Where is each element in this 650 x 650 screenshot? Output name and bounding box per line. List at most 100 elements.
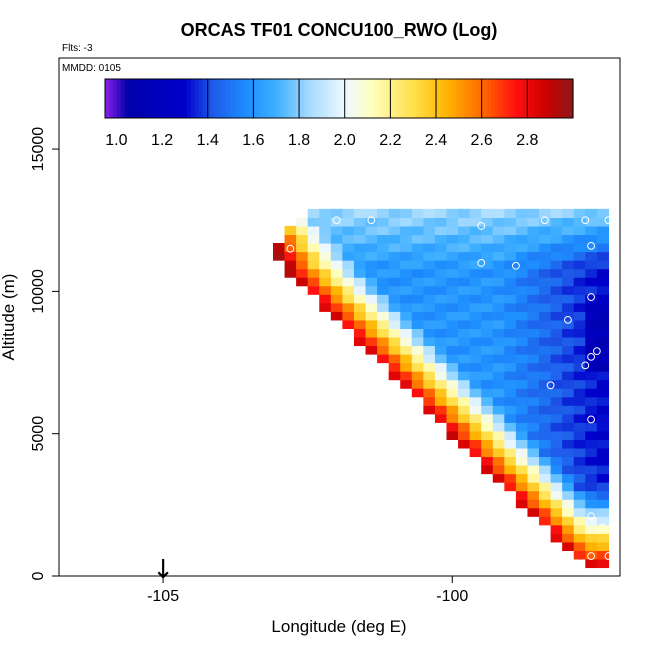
heat-cell xyxy=(585,225,598,236)
heat-cell xyxy=(550,430,563,440)
flight-point xyxy=(598,523,607,532)
heat-cell xyxy=(446,328,459,338)
colorbar-segment xyxy=(124,79,129,118)
heat-cell xyxy=(481,447,494,458)
heat-cell xyxy=(573,208,586,218)
heat-cell xyxy=(596,243,610,253)
heat-cell xyxy=(446,285,459,295)
flight-point xyxy=(587,512,595,521)
colorbar-segment xyxy=(339,79,344,118)
heat-cell xyxy=(377,311,390,321)
colorbar-tick-label: 2.2 xyxy=(379,132,401,149)
colorbar-segment xyxy=(502,79,508,118)
colorbar-segment xyxy=(120,79,126,118)
colorbar-segment xyxy=(541,79,547,118)
heat-cell xyxy=(446,396,459,406)
heat-cell xyxy=(562,456,575,466)
heat-cell xyxy=(400,354,413,364)
colorbar-segment xyxy=(105,79,110,118)
heat-cell xyxy=(539,422,552,432)
colorbar xyxy=(104,78,574,119)
heat-cell xyxy=(596,541,610,551)
heat-cell xyxy=(492,354,505,364)
heat-cell xyxy=(585,234,598,244)
heat-cell xyxy=(573,336,586,347)
heat-cell xyxy=(434,285,448,295)
heat-cell xyxy=(596,439,610,449)
heat-cell xyxy=(330,251,343,261)
heat-cell xyxy=(504,285,517,295)
heat-cell xyxy=(469,430,482,440)
heat-cell xyxy=(539,499,552,509)
heat-cell xyxy=(411,285,424,295)
colorbar-segment xyxy=(194,79,200,118)
heat-cell xyxy=(411,294,424,304)
heat-cell xyxy=(446,277,459,287)
heat-cell xyxy=(504,465,517,475)
heat-cell xyxy=(411,225,424,236)
heat-cell xyxy=(492,405,505,415)
heat-cell xyxy=(515,465,529,475)
colorbar-segment xyxy=(545,79,551,118)
heat-cell xyxy=(434,362,448,372)
heat-cell xyxy=(400,217,413,227)
heat-cell xyxy=(411,311,424,321)
heat-cell xyxy=(469,251,482,261)
colorbar-segment xyxy=(370,79,375,118)
heat-cell xyxy=(562,319,575,329)
heat-cell xyxy=(573,541,586,551)
heat-cell xyxy=(515,319,529,329)
colorbar-segment xyxy=(459,79,465,118)
heat-cell xyxy=(539,277,552,287)
heat-cell xyxy=(596,456,610,466)
heat-cell xyxy=(434,336,448,347)
heat-cell xyxy=(515,473,529,483)
heat-cell xyxy=(585,379,598,389)
heat-cell xyxy=(527,405,540,415)
heat-cell xyxy=(562,251,575,261)
colorbar-segment xyxy=(420,79,426,118)
heat-cell xyxy=(388,336,401,347)
heat-cell xyxy=(423,345,436,355)
heat-cell xyxy=(377,225,390,236)
heat-cell xyxy=(585,328,598,338)
heat-cell xyxy=(307,217,320,227)
heat-cell xyxy=(400,277,413,287)
heat-cell xyxy=(573,243,586,253)
heat-cell xyxy=(573,277,586,287)
heat-cell xyxy=(504,260,517,270)
colorbar-segment xyxy=(491,79,496,118)
heat-cell xyxy=(585,260,598,270)
heat-cell xyxy=(411,354,424,364)
heat-cell xyxy=(469,225,482,236)
colorbar-segment xyxy=(225,79,231,118)
heat-cell xyxy=(596,285,610,295)
heat-cell xyxy=(596,311,610,321)
heat-cell xyxy=(585,311,598,321)
heat-cell xyxy=(585,388,598,398)
heat-cell xyxy=(446,345,459,355)
heat-cell xyxy=(353,328,367,338)
heat-cell xyxy=(330,260,343,270)
heat-cell xyxy=(562,285,575,295)
heat-cell xyxy=(469,277,482,287)
heat-cell xyxy=(539,225,552,236)
heat-cell xyxy=(481,413,494,423)
heat-cell xyxy=(539,388,552,398)
heat-cell xyxy=(377,268,390,278)
heat-cell xyxy=(481,354,494,364)
heat-cell xyxy=(492,208,505,218)
heat-cell xyxy=(573,456,586,466)
heat-cell xyxy=(562,354,575,364)
colorbar-segment xyxy=(436,79,441,118)
heat-cell xyxy=(365,251,378,261)
heat-cell xyxy=(573,388,586,398)
heat-cell xyxy=(515,251,529,261)
flight-point xyxy=(604,552,613,560)
colorbar-segment xyxy=(522,79,527,118)
heat-cell xyxy=(469,371,482,381)
heat-cell xyxy=(423,294,436,304)
heat-cell xyxy=(515,396,529,406)
colorbar-segment xyxy=(452,79,457,118)
heat-cell xyxy=(596,234,610,244)
